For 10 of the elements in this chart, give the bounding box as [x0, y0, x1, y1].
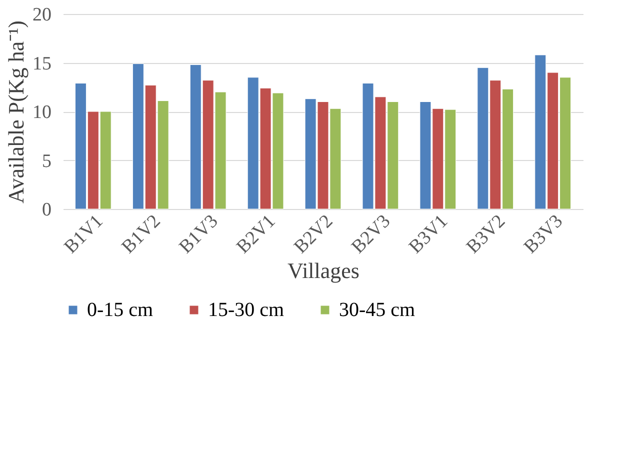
y-tick-label: 15	[32, 53, 52, 74]
legend-label: 0-15 cm	[87, 299, 154, 321]
y-tick-label: 20	[32, 4, 52, 26]
legend-label: 30-45 cm	[339, 299, 416, 321]
y-axis-title: Available P(Kg ha⁻¹)	[4, 20, 28, 204]
y-tick-label: 0	[42, 200, 52, 220]
y-tick-label: 10	[32, 102, 52, 123]
y-tick-label: 5	[42, 150, 52, 172]
legend-label: 15-30 cm	[208, 299, 285, 321]
x-axis-title: Villages	[288, 258, 360, 284]
